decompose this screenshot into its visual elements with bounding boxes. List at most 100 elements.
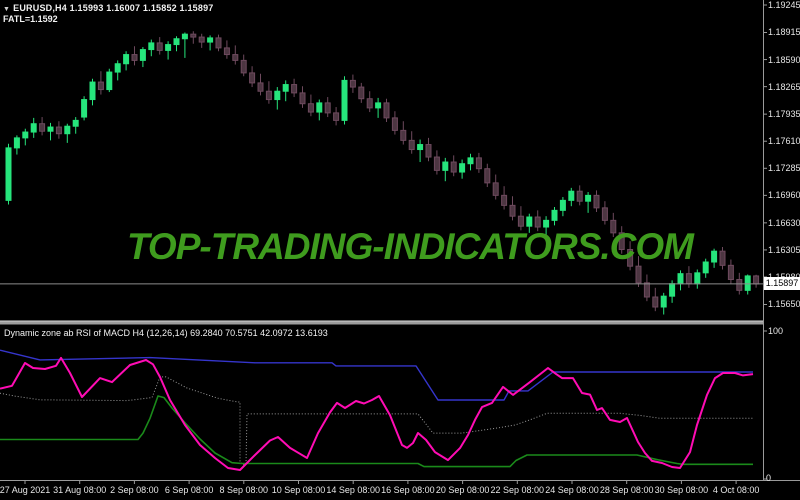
time-tick-label: 6 Sep 08:00 — [164, 485, 214, 495]
chart-header: ▼ EURUSD,H4 1.15993 1.16007 1.15852 1.158… — [3, 3, 213, 13]
candle-bull — [316, 99, 323, 121]
candle-bear — [265, 81, 272, 104]
symbol-ohlc-text: EURUSD,H4 1.15993 1.16007 1.15852 1.1589… — [13, 3, 214, 13]
candle-body — [383, 102, 390, 119]
candle-body — [677, 273, 684, 285]
candle-bull — [585, 192, 592, 213]
candle-bear — [240, 54, 247, 77]
candle-body — [274, 90, 281, 101]
candle-bull — [106, 68, 113, 93]
candle-bear — [450, 155, 457, 177]
time-tick-label: 20 Sep 08:00 — [435, 485, 490, 495]
candle-body — [459, 163, 466, 173]
candle-bull — [694, 269, 701, 289]
indicator-line-lower-zone — [0, 395, 753, 468]
candle-bear — [249, 66, 256, 88]
time-tick-label: 30 Sep 08:00 — [654, 485, 709, 495]
candle-bear — [366, 91, 373, 113]
candle-body — [131, 54, 138, 61]
candle-bull — [22, 128, 29, 146]
candle-body — [358, 86, 365, 100]
candle-body — [173, 38, 180, 46]
price-tick-label: 1.15650 — [768, 299, 800, 310]
candle-bear — [627, 241, 634, 271]
candle-bear — [215, 34, 222, 52]
candle-body — [526, 216, 533, 227]
candle-body — [47, 126, 54, 132]
candle-bear — [593, 190, 600, 213]
price-tick-label: 1.19245 — [768, 0, 800, 10]
candle-body — [316, 102, 323, 113]
candle-bull — [467, 153, 474, 171]
time-tick-label: 22 Sep 08:00 — [490, 485, 545, 495]
candle-bull — [47, 122, 54, 141]
candle-bear — [299, 86, 306, 108]
indicator-line-rsi-of-macd — [0, 356, 754, 471]
candle-bear — [425, 137, 432, 162]
candle-body — [484, 168, 491, 184]
candle-bear — [358, 82, 365, 103]
candle-body — [635, 265, 642, 284]
candle-bear — [501, 186, 508, 210]
candle-body — [13, 137, 20, 149]
candle-body — [22, 131, 29, 139]
candle-body — [165, 44, 172, 51]
candle-bull — [702, 258, 709, 278]
price-tick-label: 1.16960 — [768, 190, 800, 201]
candle-bear — [307, 94, 314, 117]
candle-body — [492, 182, 499, 196]
candle-body — [55, 126, 62, 135]
candle-bull — [72, 117, 79, 134]
candle-body — [559, 199, 566, 211]
candle-body — [366, 98, 373, 109]
panel-separator — [0, 321, 763, 325]
candle-bear — [324, 97, 331, 118]
indicator-line-upper-zone — [0, 349, 753, 401]
symbol-dropdown-icon[interactable]: ▼ — [3, 6, 11, 13]
candle-bear — [610, 212, 617, 238]
candle-body — [375, 102, 382, 109]
candle-bear — [391, 111, 398, 135]
current-price-box: 1.15897 — [764, 277, 800, 290]
candle-bear — [97, 71, 104, 95]
price-tick-label: 1.17935 — [768, 109, 800, 120]
time-tick-label: 24 Sep 08:00 — [545, 485, 599, 495]
price-tick-label: 1.17610 — [768, 136, 800, 147]
candle-body — [694, 272, 701, 285]
candle-bear — [727, 259, 734, 284]
candle-bear — [400, 121, 407, 145]
candle-body — [643, 282, 650, 298]
indicator-scale-bottom: 0 — [766, 473, 772, 483]
candle-body — [349, 79, 356, 88]
candle-body — [282, 84, 289, 92]
candle-body — [727, 264, 734, 281]
candle-bull — [375, 97, 382, 118]
price-tick-label: 1.16630 — [768, 217, 800, 228]
indicator-title: Dynamic zone ab RSI of MACD H4 (12,26,14… — [4, 328, 328, 338]
candle-body — [240, 59, 247, 74]
candle-body — [408, 139, 415, 151]
candle-bear — [232, 45, 239, 65]
candle-bull — [744, 274, 751, 295]
candle-bear — [652, 287, 659, 312]
candle-bull — [139, 47, 146, 68]
candle-bull — [543, 216, 550, 238]
candle-bull — [677, 270, 684, 291]
candle-body — [207, 37, 214, 43]
candle-bull — [442, 157, 449, 182]
price-tick-label: 1.18915 — [768, 27, 800, 38]
candle-bear — [291, 78, 298, 98]
candle-body — [307, 103, 314, 113]
candle-body — [148, 42, 155, 51]
candle-bear — [383, 98, 390, 123]
candle-bear — [601, 201, 608, 225]
candle-body — [711, 250, 718, 263]
time-tick-label: 31 Aug 08:00 — [53, 485, 107, 495]
candle-body — [249, 72, 256, 84]
candle-bull — [114, 60, 121, 81]
candle-bull — [89, 78, 96, 106]
candle-body — [215, 37, 222, 49]
indicator-line-mid-zone — [0, 376, 753, 466]
candle-bull — [30, 117, 37, 138]
